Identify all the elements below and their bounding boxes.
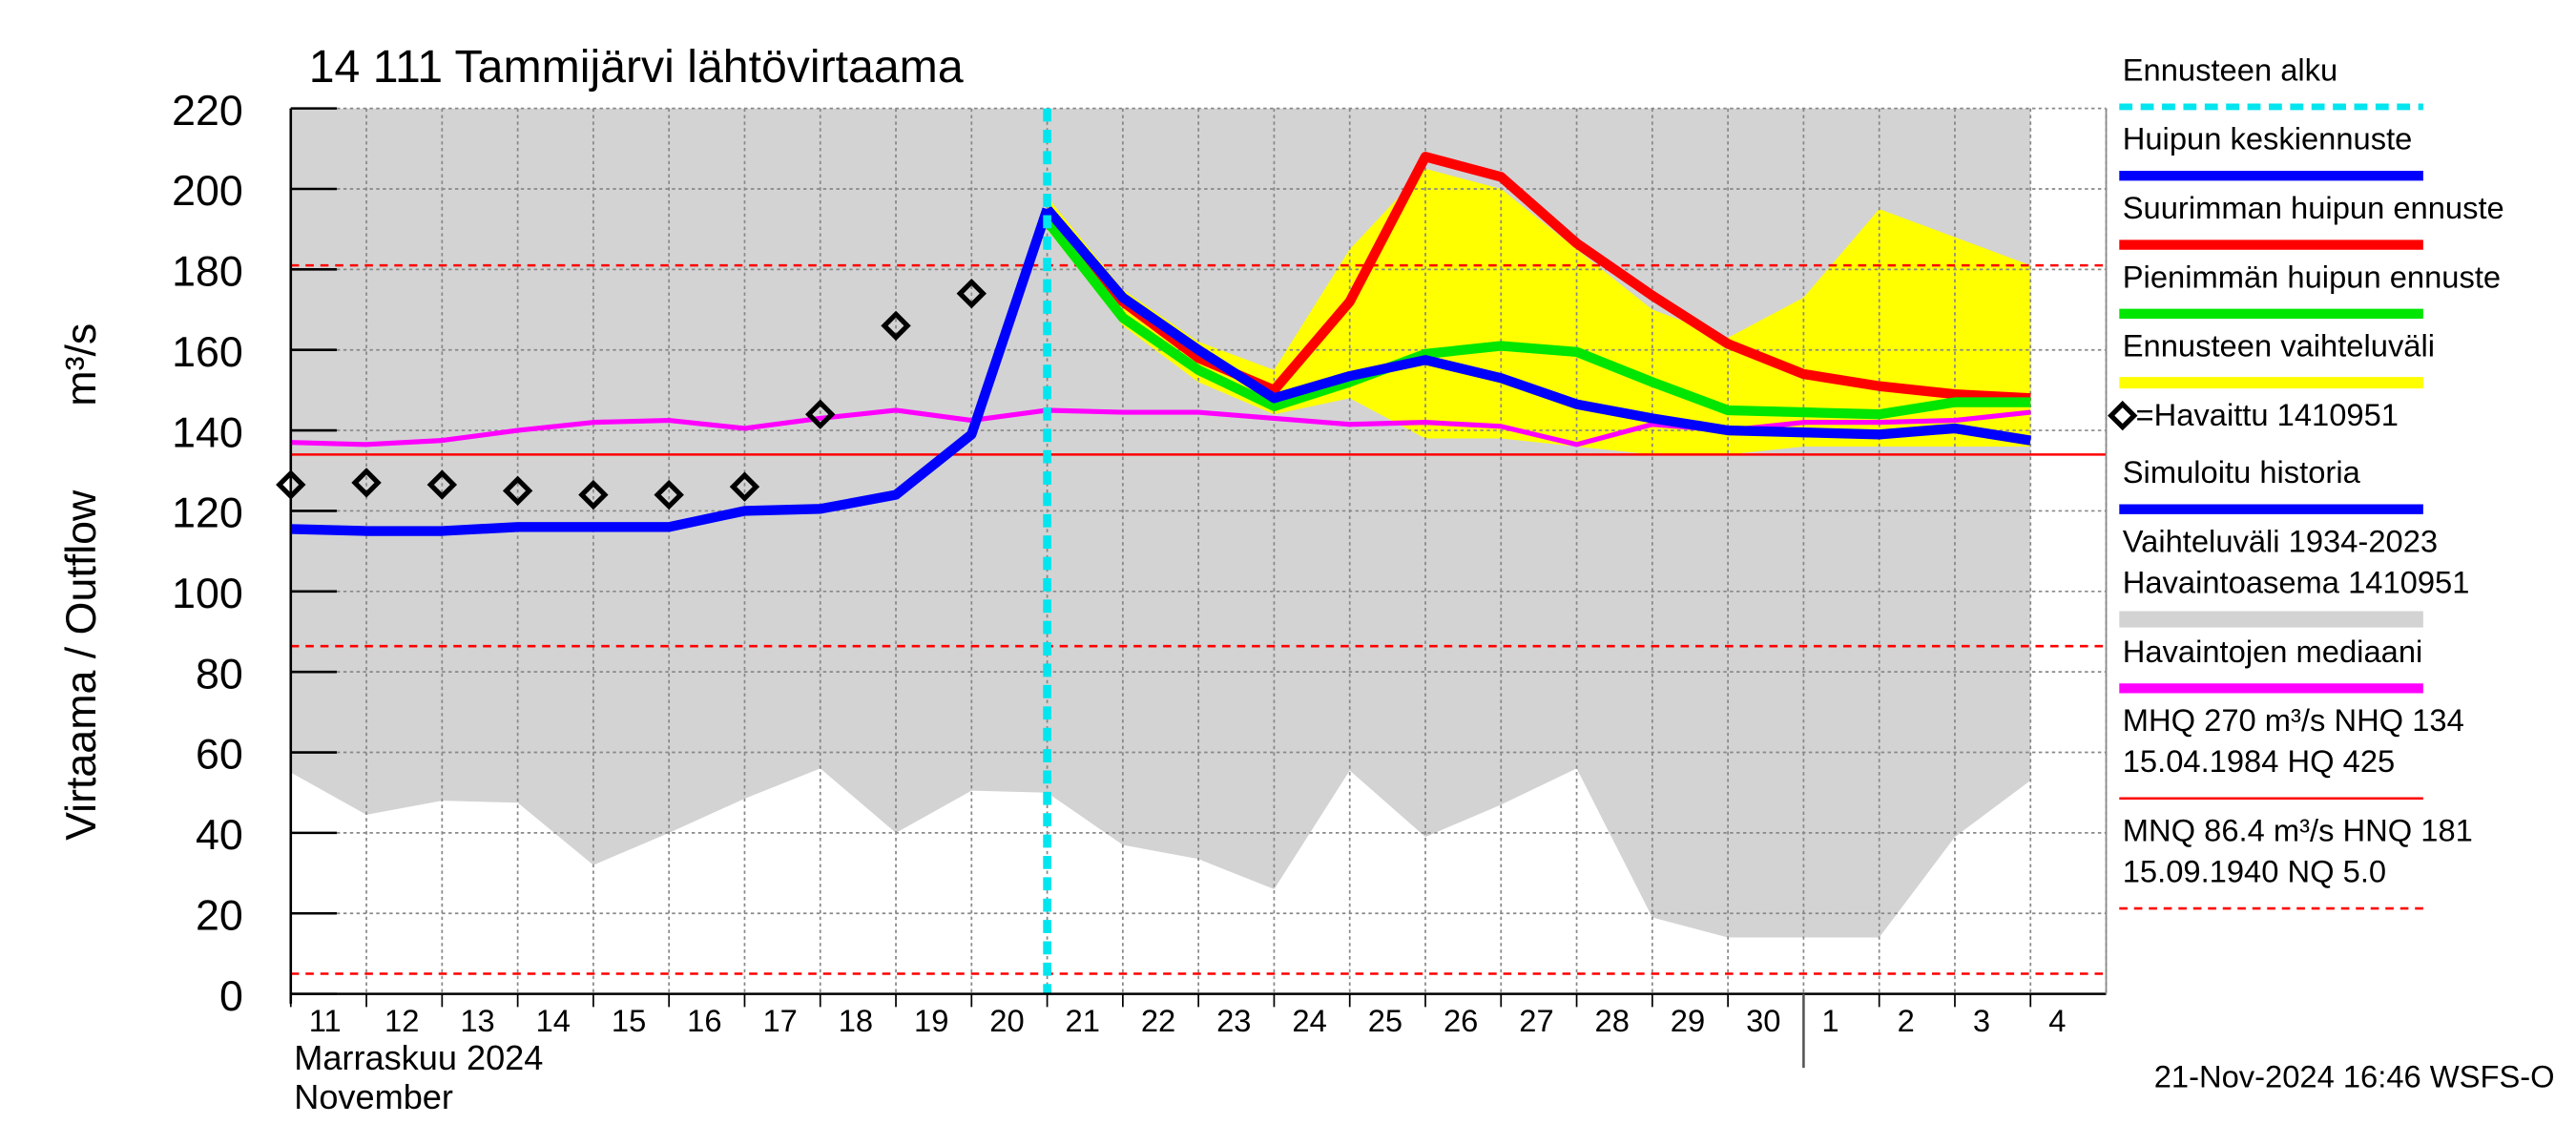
x-tick-label: 16 (687, 1003, 721, 1038)
x-tick-label: 26 (1444, 1003, 1478, 1038)
series-line (290, 207, 1052, 536)
series-line (1043, 218, 2031, 420)
range-band (1047, 168, 2031, 455)
legend-label: Havaintojen mediaani (2123, 634, 2423, 669)
y-tick-label: 80 (196, 650, 243, 697)
x-tick-label: 12 (384, 1003, 419, 1038)
x-tick-label: 4 (2048, 1003, 2066, 1038)
x-axis-label: Marraskuu 2024 (294, 1038, 543, 1077)
y-tick-label: 180 (172, 248, 243, 296)
x-tick-label: 20 (989, 1003, 1024, 1038)
x-tick-label: 29 (1671, 1003, 1705, 1038)
legend-label: Ennusteen alku (2123, 52, 2337, 87)
legend-label: Havaintoasema 1410951 (2123, 565, 2470, 600)
chart-title: 14 111 Tammijärvi lähtövirtaama (309, 41, 964, 93)
observed-point (502, 475, 533, 507)
observed-point (426, 469, 458, 500)
y-tick-label: 140 (172, 408, 243, 456)
legend-label: Vaihteluväli 1934-2023 (2123, 523, 2438, 558)
observed-point (956, 278, 987, 309)
x-tick-label: 15 (612, 1003, 646, 1038)
x-tick-label: 24 (1292, 1003, 1326, 1038)
legend-label: 15.09.1940 NQ 5.0 (2123, 854, 2386, 889)
observed-point (729, 471, 760, 502)
legend-label: MNQ 86.4 m³/s HNQ 181 (2123, 812, 2473, 847)
y-tick-label: 40 (196, 811, 243, 859)
y-tick-label: 100 (172, 570, 243, 617)
observed-point (881, 310, 911, 342)
y-tick-label: 220 (172, 87, 243, 135)
legend-label: Ennusteen vaihteluväli (2123, 328, 2435, 364)
footer: 21-Nov-2024 16:46 WSFS-O (2154, 1059, 2555, 1094)
legend-label: Huipun keskiennuste (2123, 121, 2413, 156)
observed-point (654, 479, 684, 510)
observed-point (578, 479, 609, 510)
legend-label: Simuloitu historia (2123, 454, 2361, 489)
plot-area (290, 108, 2031, 938)
x-tick-label: 14 (536, 1003, 571, 1038)
x-tick-label: 1 (1821, 1003, 1839, 1038)
x-tick-label: 18 (839, 1003, 873, 1038)
x-tick-label: 23 (1216, 1003, 1251, 1038)
y-axis-label: Virtaama / Outflow (57, 489, 105, 841)
legend-label: Pienimmän huipun ennuste (2123, 259, 2501, 294)
y-axis-unit: m³/s (57, 323, 105, 406)
x-tick-label: 30 (1746, 1003, 1780, 1038)
legend-label: Suurimman huipun ennuste (2123, 190, 2504, 225)
y-tick-label: 60 (196, 731, 243, 779)
observed-point (805, 399, 836, 429)
legend-marker (2108, 400, 2138, 431)
x-tick-label: 25 (1368, 1003, 1402, 1038)
x-tick-label: 13 (460, 1003, 494, 1038)
x-tick-label: 11 (309, 1003, 342, 1038)
x-axis-label: November (294, 1077, 453, 1116)
x-tick-label: 28 (1595, 1003, 1630, 1038)
x-tick-label: 21 (1066, 1003, 1100, 1038)
x-tick-label: 19 (914, 1003, 948, 1038)
observed-point (351, 468, 382, 498)
series-line (1043, 205, 2032, 446)
legend-label: 15.04.1984 HQ 425 (2123, 743, 2395, 779)
y-tick-label: 200 (172, 167, 243, 215)
x-tick-label: 2 (1898, 1003, 1915, 1038)
x-tick-label: 22 (1141, 1003, 1175, 1038)
x-tick-label: 17 (762, 1003, 797, 1038)
y-tick-label: 120 (172, 489, 243, 537)
y-tick-label: 160 (172, 328, 243, 376)
x-tick-label: 27 (1519, 1003, 1553, 1038)
legend: Ennusteen alku Huipun keskiennuste Suurimm… (2108, 52, 2504, 910)
x-tick-label: 3 (1973, 1003, 1990, 1038)
legend-label: MHQ 270 m³/s NHQ 134 (2123, 702, 2464, 738)
y-tick-label: 20 (196, 891, 243, 939)
y-tick-label: 0 (219, 972, 243, 1020)
legend-label: =Havaittu 1410951 (2136, 397, 2399, 432)
